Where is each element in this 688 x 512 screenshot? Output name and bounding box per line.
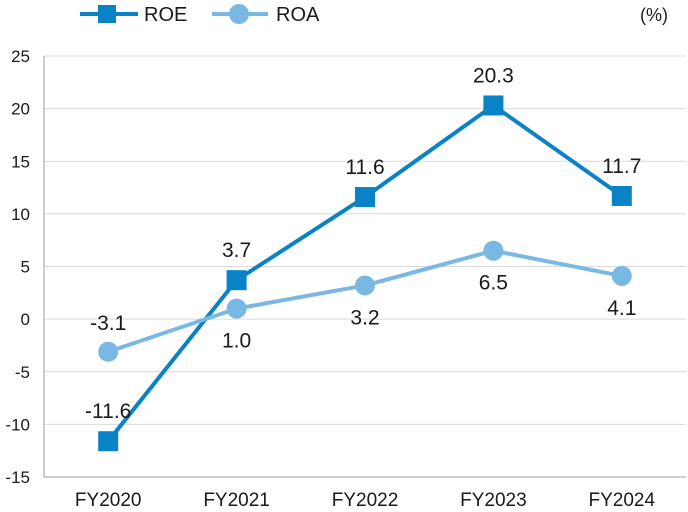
legend-roa-marker xyxy=(229,4,249,24)
y-tick-label: 20 xyxy=(11,100,30,119)
series-roa-point xyxy=(611,265,632,286)
data-label-roa: 6.5 xyxy=(479,272,508,295)
series-roe-point xyxy=(98,431,119,452)
y-tick-label: 15 xyxy=(11,152,30,171)
y-tick-label: 25 xyxy=(11,47,30,66)
series-roe-point xyxy=(226,270,247,291)
y-tick-label: 10 xyxy=(11,205,30,224)
series-roa-point xyxy=(483,240,504,261)
series-layer xyxy=(98,95,632,452)
x-tick-label: FY2022 xyxy=(332,490,399,511)
x-tick-label: FY2020 xyxy=(75,490,142,511)
y-tick-label: -5 xyxy=(15,363,30,382)
x-tick-label: FY2021 xyxy=(203,490,270,511)
legend-roe-marker xyxy=(98,5,116,23)
legend-roa-label: ROA xyxy=(276,4,320,26)
y-tick-label: -15 xyxy=(5,468,30,487)
series-roa-point xyxy=(355,275,375,296)
x-tick-label: FY2024 xyxy=(589,490,656,511)
data-label-roe: 11.6 xyxy=(345,156,384,179)
data-label-roe: 20.3 xyxy=(473,64,514,87)
data-label-roa: 1.0 xyxy=(222,330,251,353)
data-label-roa: 4.1 xyxy=(607,297,636,320)
y-tick-label: -10 xyxy=(5,415,30,434)
legend-roe-label: ROE xyxy=(144,4,187,26)
data-labels: -11.6 3.7 11.6 20.3 11.7 -3.1 1.0 3.2 6.5 4.1 xyxy=(85,64,641,423)
legend-item-roa: ROA xyxy=(212,4,320,26)
data-label-roe: -11.6 xyxy=(85,400,131,423)
legend: ROE ROA xyxy=(80,4,320,26)
y-axis-ticks: -15 -10 -5 0 5 10 15 20 25 xyxy=(5,47,30,487)
gridlines xyxy=(43,55,686,478)
y-tick-label: 5 xyxy=(21,258,30,277)
x-tick-label: FY2023 xyxy=(460,490,527,511)
data-label-roa: 3.2 xyxy=(350,306,379,329)
x-axis-ticks: FY2020 FY2021 FY2022 FY2023 FY2024 xyxy=(75,490,656,511)
unit-label: (%) xyxy=(640,5,668,25)
series-roe-point xyxy=(483,95,504,116)
series-roa-point xyxy=(98,341,119,362)
data-label-roe: 3.7 xyxy=(222,239,251,262)
series-roa-point xyxy=(226,298,247,319)
y-tick-label: 0 xyxy=(21,310,30,329)
series-roe-point xyxy=(355,187,375,208)
series-roe-point xyxy=(611,185,632,206)
data-label-roa: -3.1 xyxy=(90,312,126,335)
series-roa-line xyxy=(107,248,623,354)
data-label-roe: 11.7 xyxy=(602,155,641,178)
legend-item-roe: ROE xyxy=(80,4,187,26)
